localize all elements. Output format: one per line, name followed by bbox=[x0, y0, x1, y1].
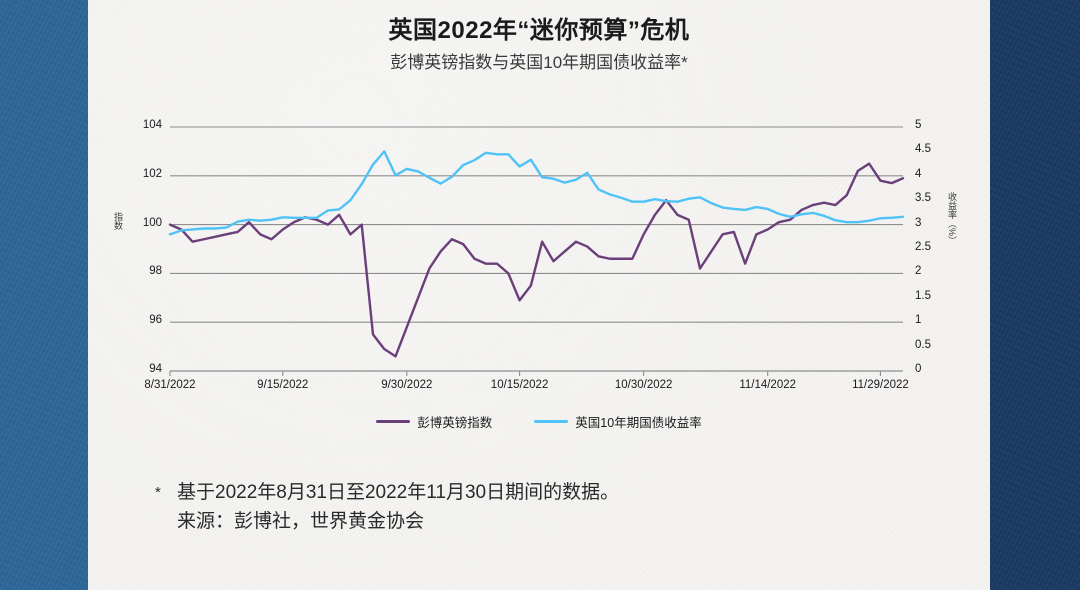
paper-background bbox=[88, 0, 990, 590]
page-subtitle: 彭博英镑指数与英国10年期国债收益率* bbox=[390, 53, 688, 72]
y-tick-label: 100 bbox=[142, 216, 162, 229]
chart-canvas bbox=[168, 126, 905, 376]
chart-legend: 彭博英镑指数 英国10年期国债收益率 bbox=[88, 412, 990, 431]
y2-tick-label: 4 bbox=[915, 167, 922, 180]
y2-tick-label: 3 bbox=[915, 216, 922, 229]
y-tick-label: 96 bbox=[149, 314, 162, 327]
legend-label-yield: 英国10年期国债收益率 bbox=[575, 416, 702, 430]
right-color-band bbox=[990, 0, 1080, 590]
y2-tick-label: 2.5 bbox=[915, 241, 931, 253]
y2-tick-label: 1.5 bbox=[915, 289, 931, 302]
chart-plot-area: 指数 收益率（%） 94 96 98 100 102 104 0 0.5 1 1.5 2 2.5 3 3… bbox=[88, 92, 990, 392]
footnote-asterisk: * bbox=[155, 484, 161, 501]
x-tick-label: 8/31/2022 bbox=[144, 379, 196, 391]
y2-tick-label: 4.5 bbox=[915, 143, 931, 156]
series-line bbox=[168, 162, 905, 358]
x-tick-label: 11/29/2022 bbox=[852, 379, 909, 391]
y2-tick-label: 0 bbox=[915, 363, 922, 375]
y2-tick-label: 3.5 bbox=[915, 192, 931, 205]
x-tick-label: 11/14/2022 bbox=[739, 379, 797, 391]
footnote-line-1: * 基于2022年8月31日至2022年11月30日期间的数据。 bbox=[155, 478, 619, 507]
legend-swatch-index bbox=[376, 420, 411, 423]
x-tick-label: 10/15/2022 bbox=[490, 379, 549, 391]
y-axis-right-title: 收益率（%） bbox=[947, 192, 957, 246]
page-title: 英国2022年“迷你预算”危机 bbox=[388, 17, 690, 44]
y2-tick-label: 0.5 bbox=[915, 338, 931, 351]
y-tick-label: 98 bbox=[149, 265, 162, 278]
y2-tick-label: 1 bbox=[915, 314, 922, 327]
legend-item-yield[interactable]: 英国10年期国债收益率 bbox=[534, 412, 702, 431]
y-tick-label: 102 bbox=[142, 167, 162, 180]
series-line bbox=[168, 150, 905, 236]
x-tick-label: 9/30/2022 bbox=[381, 379, 433, 391]
legend-label-index: 彭博英镑指数 bbox=[417, 416, 493, 430]
left-color-band bbox=[0, 0, 88, 590]
y-axis-left-title: 指数 bbox=[113, 212, 123, 230]
footnote-line-2: 来源：彭博社，世界黄金协会 bbox=[155, 507, 619, 536]
footnote-text-1: 基于2022年8月31日至2022年11月30日期间的数据。 bbox=[177, 482, 620, 503]
y2-tick-label: 2 bbox=[915, 265, 922, 278]
footnotes: * 基于2022年8月31日至2022年11月30日期间的数据。 来源：彭博社，… bbox=[155, 478, 619, 537]
y-tick-label: 104 bbox=[142, 119, 162, 131]
x-tick-label: 10/30/2022 bbox=[614, 379, 673, 391]
y2-tick-label: 5 bbox=[915, 119, 922, 131]
footnote-text-2: 来源：彭博社，世界黄金协会 bbox=[177, 511, 425, 533]
x-tick-label: 9/15/2022 bbox=[257, 379, 309, 391]
y-tick-label: 94 bbox=[149, 363, 162, 375]
legend-swatch-yield bbox=[534, 420, 569, 423]
legend-item-index[interactable]: 彭博英镑指数 bbox=[376, 412, 492, 431]
